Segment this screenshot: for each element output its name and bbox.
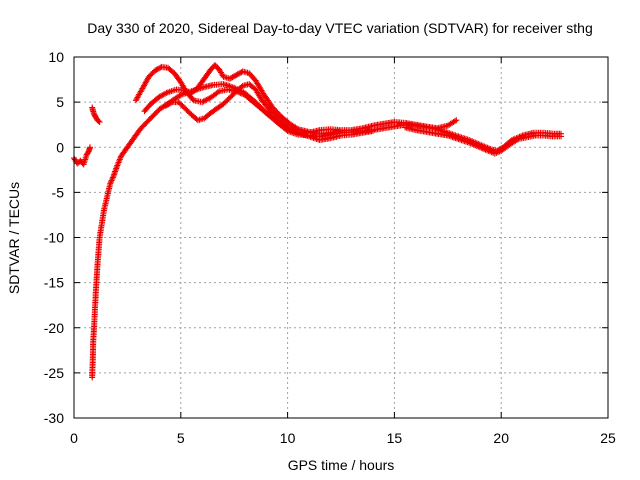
y-tick-label: 5 bbox=[56, 94, 64, 110]
data-point bbox=[221, 99, 228, 106]
data-point bbox=[513, 137, 520, 143]
x-tick-label: 10 bbox=[280, 430, 296, 446]
data-series bbox=[89, 104, 103, 125]
data-point bbox=[453, 117, 460, 124]
x-tick-label: 0 bbox=[70, 430, 78, 446]
data-series bbox=[89, 81, 564, 381]
data-point bbox=[168, 99, 174, 106]
data-point bbox=[229, 74, 236, 81]
data-series bbox=[162, 81, 376, 143]
x-tick-labels: 0 5 10 15 20 25 bbox=[70, 430, 616, 446]
data-series bbox=[141, 62, 344, 137]
y-tick-label: -25 bbox=[44, 365, 64, 381]
data-point bbox=[234, 71, 241, 78]
data-point bbox=[176, 92, 183, 99]
y-axis-label: SDTVAR / TECUs bbox=[6, 182, 22, 294]
data-point bbox=[163, 89, 170, 96]
data-point bbox=[558, 133, 564, 140]
data-point bbox=[484, 147, 490, 154]
chart-title: Day 330 of 2020, Sidereal Day-to-day VTE… bbox=[87, 20, 593, 36]
data-point bbox=[228, 74, 235, 81]
data-point bbox=[95, 118, 102, 125]
axis-ticks bbox=[73, 56, 609, 419]
y-tick-label: -5 bbox=[52, 184, 65, 200]
data-points bbox=[71, 62, 564, 381]
x-axis-label: GPS time / hours bbox=[288, 457, 395, 473]
y-tick-label: 0 bbox=[56, 139, 64, 155]
data-point bbox=[214, 89, 221, 96]
data-point bbox=[164, 102, 171, 108]
data-point bbox=[481, 146, 488, 153]
y-tick-label: -10 bbox=[44, 230, 64, 246]
x-tick-label: 5 bbox=[177, 430, 185, 446]
data-point bbox=[451, 118, 458, 125]
grid-lines bbox=[74, 57, 608, 418]
data-point bbox=[149, 70, 156, 77]
x-tick-label: 15 bbox=[387, 430, 403, 446]
data-point bbox=[235, 70, 242, 77]
data-point bbox=[478, 144, 485, 151]
data-series bbox=[71, 144, 93, 168]
data-point bbox=[479, 145, 486, 152]
data-point bbox=[185, 109, 192, 116]
data-point bbox=[109, 176, 116, 182]
data-point bbox=[96, 119, 103, 125]
data-series bbox=[402, 124, 564, 157]
x-tick-label: 25 bbox=[600, 430, 616, 446]
data-point bbox=[225, 95, 232, 102]
data-point bbox=[370, 128, 376, 134]
data-point bbox=[87, 144, 93, 151]
x-tick-label: 20 bbox=[493, 430, 509, 446]
y-tick-label: -20 bbox=[44, 320, 64, 336]
y-tick-label: 10 bbox=[48, 49, 64, 65]
data-point bbox=[237, 90, 244, 97]
data-point bbox=[153, 66, 160, 73]
data-point bbox=[108, 178, 114, 185]
y-tick-label: -15 bbox=[44, 275, 64, 291]
y-tick-label: -30 bbox=[44, 410, 64, 426]
data-point bbox=[107, 180, 114, 187]
y-tick-labels: -30 -25 -20 -15 -10 -5 0 5 10 bbox=[44, 49, 64, 426]
data-point bbox=[162, 102, 169, 109]
